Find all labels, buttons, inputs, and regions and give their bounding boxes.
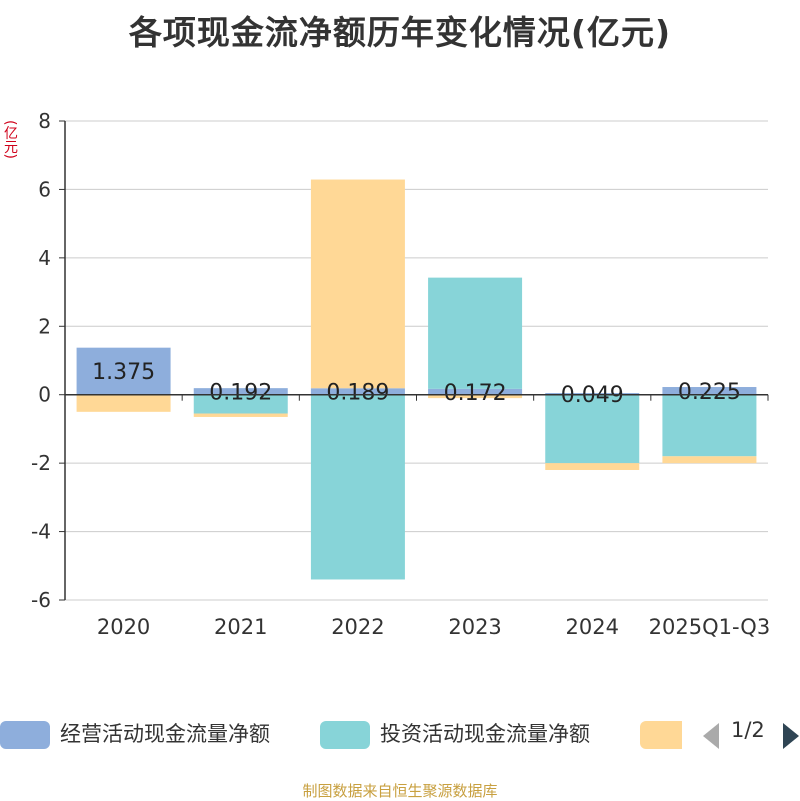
bar-2021-s0 (193, 388, 288, 395)
legend-swatch-financing (640, 721, 682, 749)
x-tick-label-2020: 2020 (97, 615, 150, 639)
data-source-note: 制图数据来自恒生聚源数据库 (302, 782, 498, 800)
x-tick-label-2024: 2024 (566, 615, 619, 639)
y-tick-label: -4 (31, 520, 51, 544)
bar-2022-s0 (310, 388, 405, 395)
data-label-2023: 0.172 (444, 381, 507, 406)
bar-2023-s0 (428, 388, 523, 395)
bar-2021-s1 (193, 394, 288, 414)
x-tick-label-2022: 2022 (331, 615, 384, 639)
y-tick-label: -2 (31, 451, 51, 475)
legend-page-indicator: 1/2 (731, 718, 765, 742)
bar-2020-s2 (76, 394, 171, 412)
bar-2025Q1-Q3-s2 (662, 456, 757, 464)
bar-2025Q1-Q3-s1 (662, 394, 757, 457)
bar-2023-s1 (428, 277, 523, 389)
bar-2022-s1 (310, 394, 405, 580)
y-tick-label: 4 (38, 246, 51, 270)
y-tick-label: 0 (38, 383, 51, 407)
bar-2024-s0 (545, 393, 640, 395)
bar-2020-s0 (76, 347, 171, 395)
y-axis-unit: (亿元) (2, 120, 18, 159)
bar-2022-s2 (310, 179, 405, 389)
x-tick-label-2021: 2021 (214, 615, 267, 639)
x-tick-label-2025Q1-Q3: 2025Q1-Q3 (649, 615, 771, 639)
legend: 经营活动现金流量净额 投资活动现金流量净额 1/2 (0, 712, 800, 756)
y-tick-label: 8 (38, 109, 51, 133)
data-label-2025Q1-Q3: 0.225 (678, 380, 741, 405)
y-tick-label: 6 (38, 177, 51, 201)
bar-2024-s1 (545, 394, 640, 464)
bar-2025Q1-Q3-s0 (662, 387, 757, 395)
legend-next-page-icon[interactable] (783, 723, 799, 749)
legend-prev-page-icon[interactable] (703, 723, 719, 749)
bar-2024-s2 (545, 463, 640, 470)
legend-label-operating: 经营活动现金流量净额 (60, 722, 270, 746)
legend-label-investing: 投资活动现金流量净额 (380, 722, 590, 746)
legend-swatch-investing (320, 721, 370, 749)
bar-2023-s2 (428, 394, 523, 399)
y-tick-label: -6 (31, 588, 51, 612)
bar-2021-s2 (193, 413, 288, 417)
data-label-2021: 0.192 (209, 380, 272, 405)
legend-swatch-operating (0, 721, 50, 749)
chart-title: 各项现金流净额历年变化情况(亿元) (128, 13, 672, 52)
y-tick-label: 2 (38, 314, 51, 338)
data-label-2020: 1.375 (92, 360, 155, 385)
x-tick-label-2023: 2023 (448, 615, 501, 639)
data-label-2022: 0.189 (326, 380, 389, 405)
